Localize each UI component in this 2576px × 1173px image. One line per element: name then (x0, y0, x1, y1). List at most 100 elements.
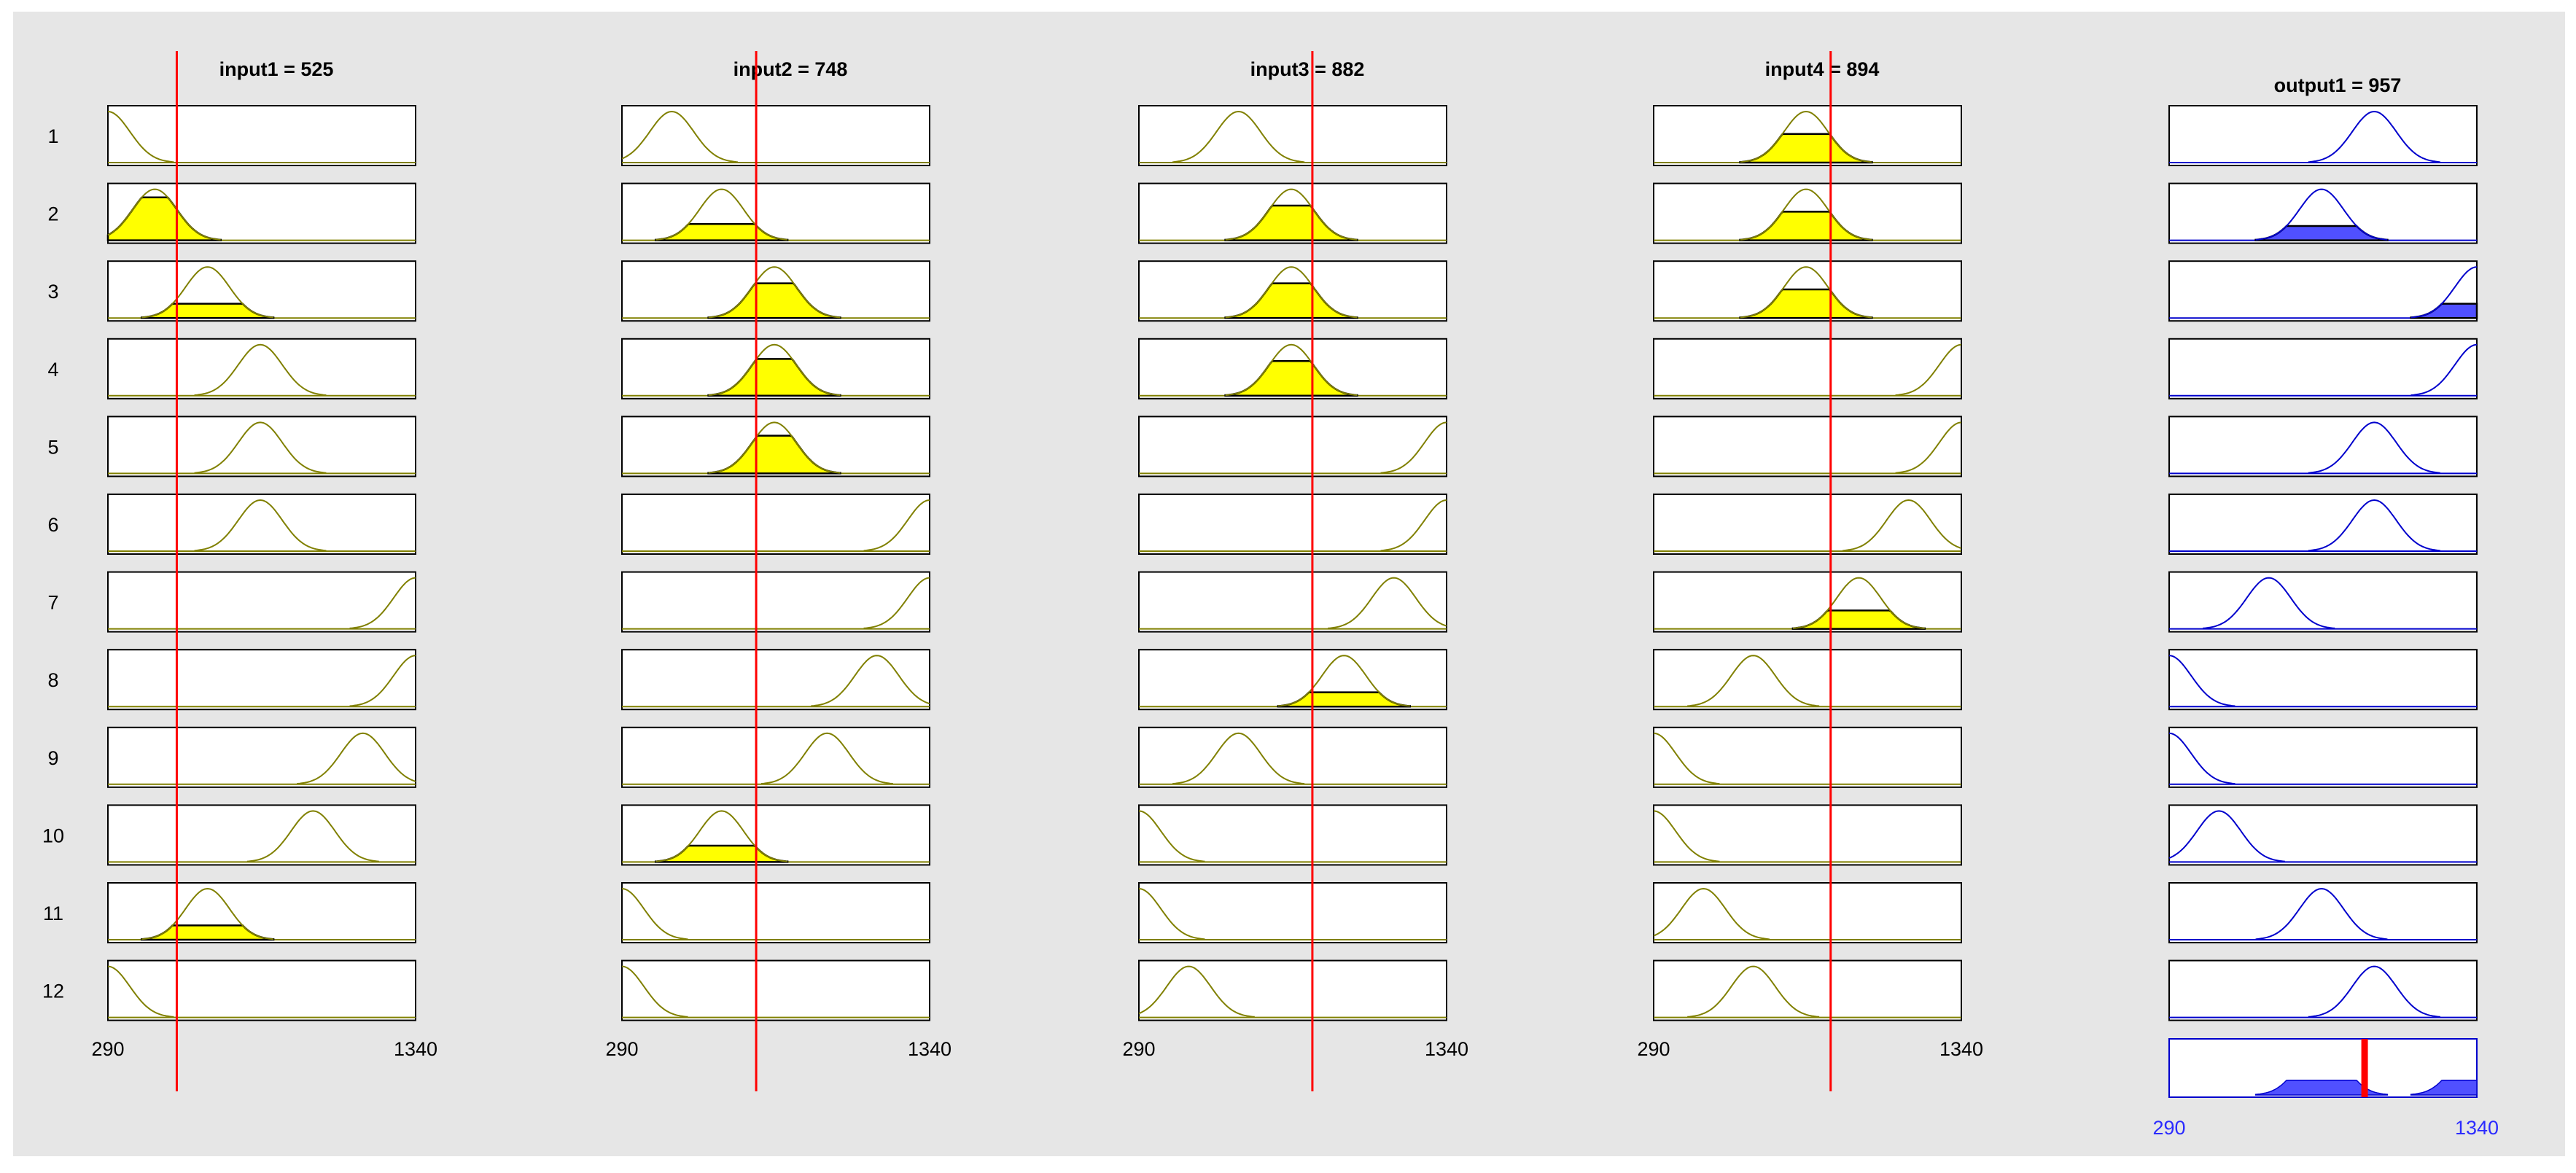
input4-rule1-membership-curve (1740, 110, 1872, 163)
input2-rule11-plot[interactable] (621, 882, 930, 943)
input3-rule6-plot[interactable] (1138, 494, 1447, 555)
input3-rule5-plot[interactable] (1138, 416, 1447, 478)
rule-label-3[interactable]: 3 (47, 281, 58, 303)
input4-rule3-membership-curve (1740, 266, 1872, 319)
input1-rule5-plot[interactable] (107, 416, 416, 478)
input1-rule10-membership-curve (246, 810, 379, 862)
rule-label-9[interactable]: 9 (47, 747, 58, 769)
input1-rule10-plot[interactable] (107, 804, 416, 866)
input2-rule6-plot[interactable] (621, 494, 930, 555)
input2-rule6-membership-curve (863, 499, 930, 552)
input2-rule1-plot[interactable] (621, 105, 930, 166)
input4-rule11-plot[interactable] (1653, 882, 1962, 943)
input1-rule12-plot[interactable] (107, 959, 416, 1021)
input4-rule8-plot[interactable] (1653, 649, 1962, 711)
input3-rule12-membership-curve (1138, 965, 1255, 1018)
input1-rule4-membership-curve (194, 343, 327, 396)
output1-rule5-plot[interactable] (2168, 416, 2478, 478)
output1-rule9-plot[interactable] (2168, 726, 2478, 788)
input3-rule3-membership-curve (1225, 266, 1358, 319)
output1-rule4-membership-curve (2410, 343, 2478, 396)
input4-axis-min-label: 290 (1637, 1038, 1670, 1060)
input4-rule5-plot[interactable] (1653, 416, 1962, 478)
input4-rule7-plot[interactable] (1653, 571, 1962, 633)
output1-rule12-plot[interactable] (2168, 959, 2478, 1021)
output1-rule10-membership-curve (2168, 810, 2285, 862)
input3-rule8-membership-curve (1277, 655, 1410, 707)
input1-rule12-membership-curve (107, 965, 174, 1018)
input2-rule2-plot[interactable] (621, 182, 930, 244)
input3-axis-max-label: 1340 (1425, 1038, 1468, 1060)
input1-rule6-plot[interactable] (107, 494, 416, 555)
input2-rule2-membership-curve (655, 188, 788, 241)
input2-rule8-plot[interactable] (621, 649, 930, 711)
input1-rule7-membership-curve (349, 577, 416, 629)
output1-rule3-plot[interactable] (2168, 260, 2478, 322)
input4-rule11-membership-curve (1653, 887, 1770, 940)
input4-rule12-membership-curve (1687, 965, 1820, 1018)
input4-rule9-plot[interactable] (1653, 726, 1962, 788)
output1-rule8-plot[interactable] (2168, 649, 2478, 711)
rule-label-7[interactable]: 7 (47, 592, 58, 614)
output1-rule6-plot[interactable] (2168, 494, 2478, 555)
input2-rule12-plot[interactable] (621, 959, 930, 1021)
input3-rule10-plot[interactable] (1138, 804, 1447, 866)
input1-rule11-plot[interactable] (107, 882, 416, 943)
input1-rule4-plot[interactable] (107, 338, 416, 400)
input3-rule9-plot[interactable] (1138, 726, 1447, 788)
input4-rule4-membership-curve (1895, 343, 1962, 396)
rule-label-2[interactable]: 2 (47, 203, 58, 225)
input4-axis-max-label: 1340 (1939, 1038, 1983, 1060)
input3-rule7-plot[interactable] (1138, 571, 1447, 633)
output1-rule4-plot[interactable] (2168, 338, 2478, 400)
input3-rule12-plot[interactable] (1138, 959, 1447, 1021)
input4-rule5-membership-curve (1895, 421, 1962, 474)
rule-label-6[interactable]: 6 (47, 514, 58, 536)
input1-title: input1 = 525 (219, 58, 334, 80)
output1-rule7-plot[interactable] (2168, 571, 2478, 633)
input4-rule8-membership-curve (1687, 655, 1820, 707)
input1-rule1-membership-curve (107, 111, 174, 163)
input1-rule8-plot[interactable] (107, 649, 416, 711)
rule-label-8[interactable]: 8 (47, 669, 58, 691)
input2-rule11-membership-curve (621, 888, 688, 940)
output1-rule1-membership-curve (2308, 110, 2440, 163)
input3-rule11-plot[interactable] (1138, 882, 1447, 943)
input2-rule3-membership-curve (708, 266, 841, 319)
input1-rule2-membership-curve (107, 188, 221, 241)
input3-rule8-plot[interactable] (1138, 649, 1447, 711)
input3-rule1-plot[interactable] (1138, 105, 1447, 166)
input1-rule7-plot[interactable] (107, 571, 416, 633)
input2-rule7-plot[interactable] (621, 571, 930, 633)
input2-rule9-plot[interactable] (621, 726, 930, 788)
input1-rule9-plot[interactable] (107, 726, 416, 788)
input1-rule1-plot[interactable] (107, 105, 416, 166)
output1-axis-max-label: 1340 (2455, 1117, 2499, 1139)
output1-rule10-plot[interactable] (2168, 804, 2478, 866)
rule-label-10[interactable]: 10 (42, 825, 64, 846)
rule-label-4[interactable]: 4 (47, 359, 58, 381)
input4-rule7-membership-curve (1792, 577, 1925, 629)
input1-rule3-plot[interactable] (107, 260, 416, 322)
rule-label-5[interactable]: 5 (47, 436, 58, 458)
input4-rule12-plot[interactable] (1653, 959, 1962, 1021)
input2-rule10-plot[interactable] (621, 804, 930, 866)
rule-label-12[interactable]: 12 (42, 981, 64, 1002)
output1-rule1-plot[interactable] (2168, 105, 2478, 166)
input3-rule10-membership-curve (1138, 810, 1205, 862)
input1-rule5-membership-curve (194, 421, 327, 474)
input1-rule6-membership-curve (194, 499, 327, 552)
rule-label-11[interactable]: 11 (43, 903, 63, 924)
output1-rule3-membership-curve (2410, 266, 2478, 319)
input4-rule4-plot[interactable] (1653, 338, 1962, 400)
input2-rule4-membership-curve (708, 343, 841, 396)
rule-label-1[interactable]: 1 (47, 125, 58, 147)
output1-aggregate-area-2 (2410, 1080, 2478, 1096)
output1-rule2-membership-curve (2255, 188, 2388, 241)
input4-rule10-plot[interactable] (1653, 804, 1962, 866)
input4-rule6-plot[interactable] (1653, 494, 1962, 555)
input3-rule9-membership-curve (1172, 732, 1305, 784)
output1-rule11-plot[interactable] (2168, 882, 2478, 943)
input3-rule6-membership-curve (1380, 499, 1447, 552)
